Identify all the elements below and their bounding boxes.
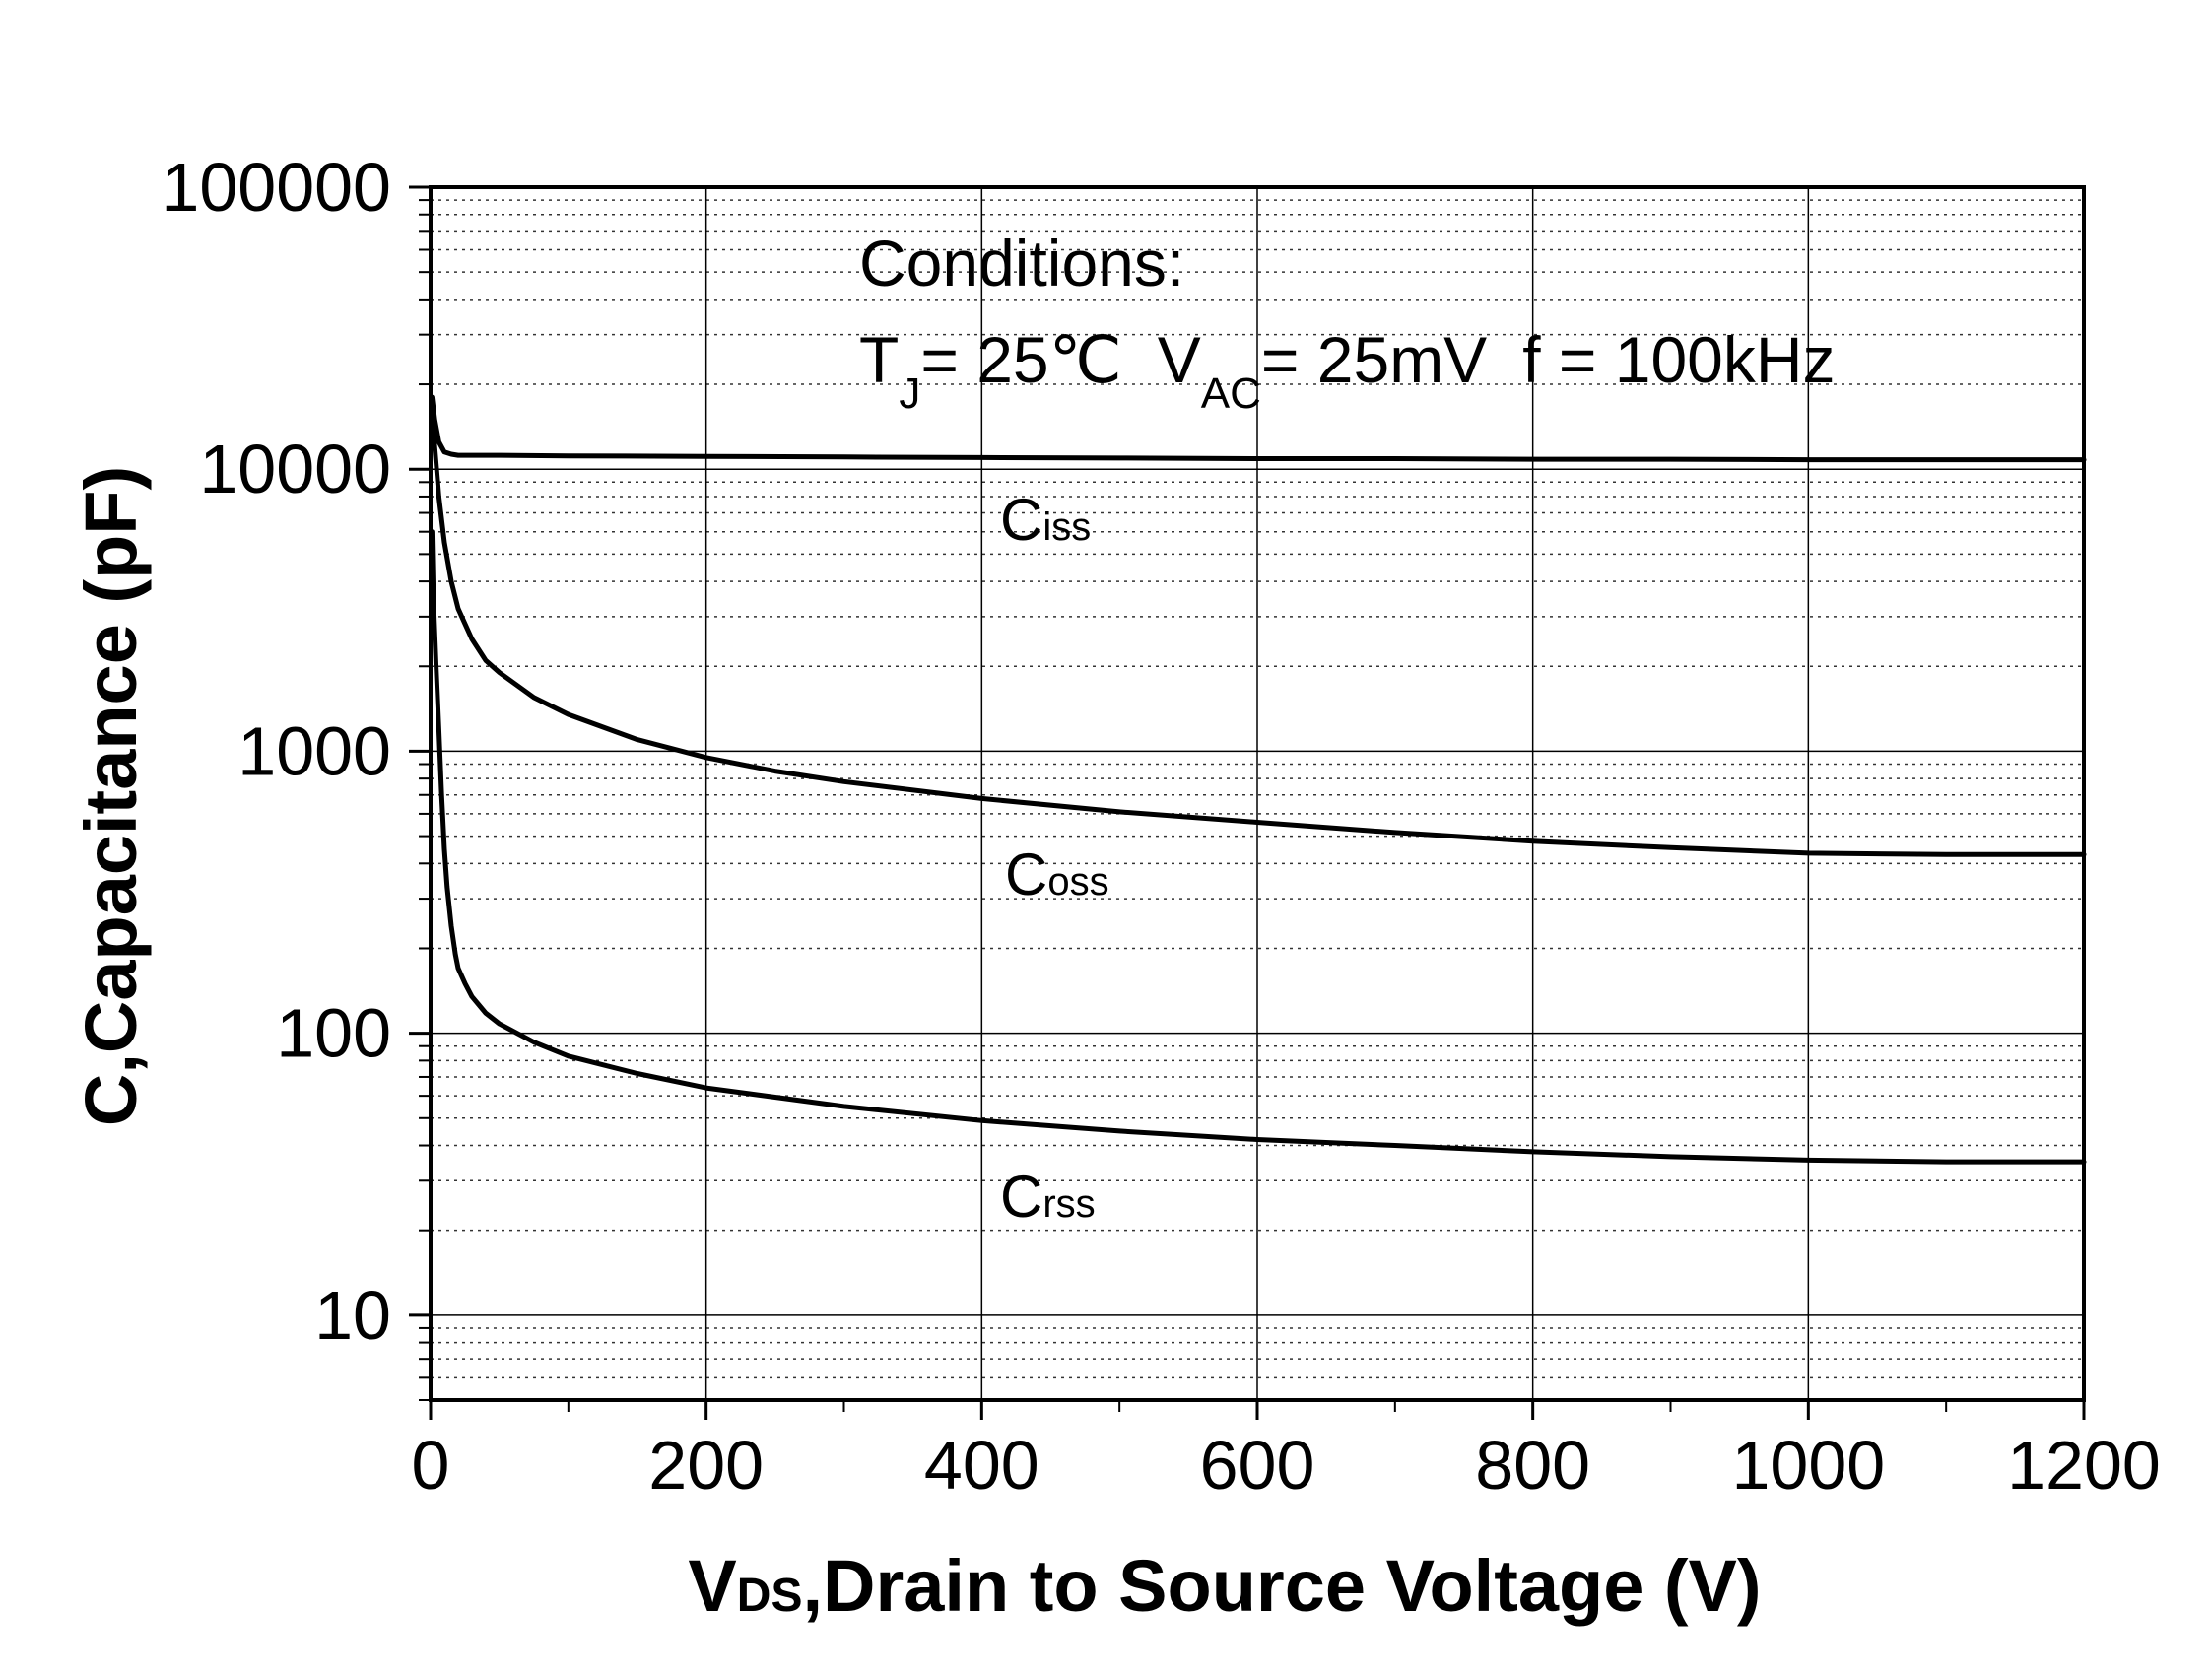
conditions-values: TJ= 25℃ VAC= 25mV f = 100kHz bbox=[859, 323, 1836, 418]
ciss-label: Ciss bbox=[1000, 487, 1091, 553]
tj-sub: J bbox=[899, 369, 920, 418]
x-tick-label: 800 bbox=[1475, 1427, 1590, 1504]
coss-label: Coss bbox=[1005, 841, 1109, 907]
series-line-coss bbox=[429, 401, 2087, 857]
series-line-ciss bbox=[429, 394, 2087, 463]
x-tick-label: 600 bbox=[1200, 1427, 1315, 1504]
x-tick-label: 200 bbox=[648, 1427, 764, 1504]
series-labels: Ciss Coss Crss bbox=[1000, 487, 1109, 1230]
crss-label: Crss bbox=[1000, 1164, 1096, 1230]
x-tick-label: 1200 bbox=[2007, 1427, 2161, 1504]
plot-frame bbox=[429, 185, 2086, 1402]
vac-value: = 25mV bbox=[1261, 323, 1487, 396]
y-tick-label: 100000 bbox=[161, 149, 391, 226]
y-tick-label: 100 bbox=[276, 995, 391, 1072]
y-tick-label: 1000 bbox=[237, 712, 391, 789]
axis-ticks bbox=[409, 185, 2086, 1420]
y-axis-title: C,Capacitance (pF) bbox=[70, 466, 152, 1126]
tick-labels: 0 200 400 600 800 1000 1200 10 100 1000 10000 10000… bbox=[161, 149, 2160, 1504]
y-tick-label: 10000 bbox=[199, 431, 391, 507]
vac-label: V bbox=[1158, 323, 1201, 396]
series-lines bbox=[429, 394, 2087, 1165]
grid bbox=[431, 186, 2084, 1401]
x-tick-label: 1000 bbox=[1731, 1427, 1885, 1504]
series-line-crss bbox=[429, 529, 2087, 1165]
conditions-annotation: Conditions: TJ= 25℃ VAC= 25mV f = 100kHz bbox=[859, 227, 1836, 418]
vac-sub: AC bbox=[1201, 369, 1261, 418]
x-tick-label: 400 bbox=[924, 1427, 1039, 1504]
tj-label: T bbox=[859, 323, 899, 396]
y-tick-label: 10 bbox=[314, 1277, 391, 1354]
x-tick-label: 0 bbox=[412, 1427, 450, 1504]
conditions-title: Conditions: bbox=[859, 227, 1184, 300]
freq-value: f = 100kHz bbox=[1522, 323, 1835, 396]
x-axis-title: VDS,Drain to Source Voltage (V) bbox=[688, 1545, 1761, 1627]
tj-value: = 25℃ bbox=[920, 323, 1121, 396]
